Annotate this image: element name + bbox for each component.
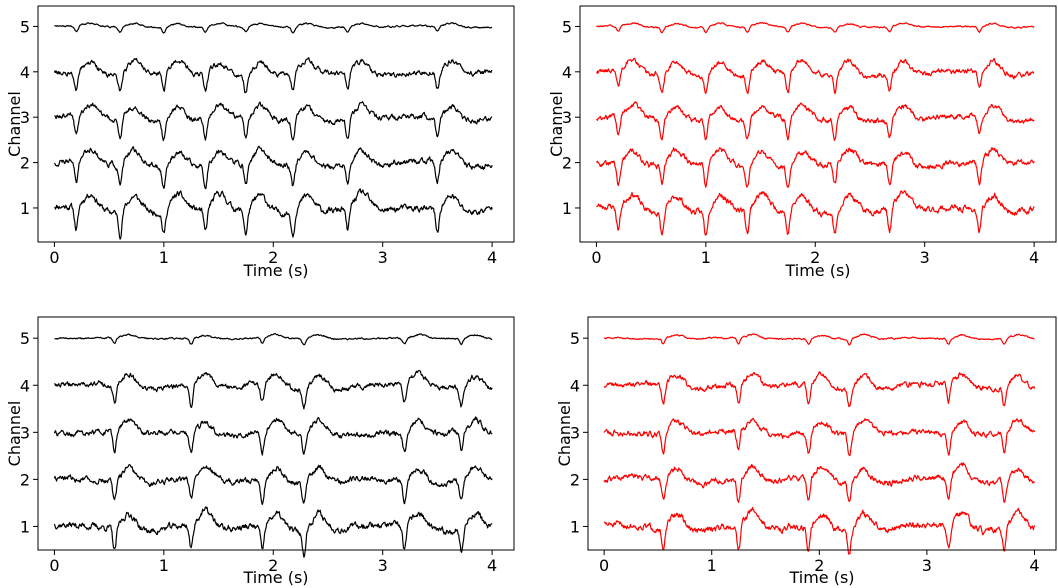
y-axis-label: Channel xyxy=(547,91,566,157)
x-tick-label: 3 xyxy=(378,248,388,267)
y-tick-label: 5 xyxy=(570,329,580,348)
y-tick-label: 4 xyxy=(562,63,572,82)
x-tick-label: 2 xyxy=(814,556,824,575)
y-tick-label: 1 xyxy=(20,199,30,218)
axes-frame xyxy=(587,316,1057,551)
x-tick-label: 0 xyxy=(49,248,59,267)
panel-bottom-right: 0 1 2 3 4 1 2 3 4 5 Time (s) Channel xyxy=(555,316,1057,587)
y-tick-label: 1 xyxy=(570,517,580,536)
y-tick-label: 5 xyxy=(20,17,30,36)
trace-channel-5 xyxy=(596,22,1035,34)
y-tick-label: 2 xyxy=(562,154,572,173)
y-tick-label: 1 xyxy=(20,517,30,536)
panel-bottom-left: 0 1 2 3 4 1 2 3 4 5 Time (s) Channel xyxy=(5,316,515,587)
trace-channel-3 xyxy=(53,416,493,456)
trace-channel-1 xyxy=(603,507,1036,555)
x-tick-label: 1 xyxy=(159,556,169,575)
y-tick-label: 4 xyxy=(570,376,580,395)
trace-channel-4 xyxy=(596,57,1035,95)
trace-channel-3 xyxy=(603,417,1036,457)
y-tick-label: 3 xyxy=(570,423,580,442)
x-tick-label: 0 xyxy=(599,556,609,575)
y-tick-label: 2 xyxy=(20,470,30,489)
x-tick-label: 4 xyxy=(487,556,497,575)
y-tick-label: 3 xyxy=(562,108,572,127)
y-tick-label: 5 xyxy=(20,329,30,348)
y-axis-label: Channel xyxy=(555,401,574,467)
y-axis-label: Channel xyxy=(5,401,24,467)
trace-channel-1 xyxy=(54,188,493,240)
trace-channel-2 xyxy=(595,147,1035,188)
y-tick-label: 4 xyxy=(20,63,30,82)
x-tick-label: 2 xyxy=(810,248,820,267)
trace-channel-4 xyxy=(53,57,493,94)
trace-channel-5 xyxy=(54,333,493,346)
x-tick-label: 2 xyxy=(268,248,278,267)
x-axis-label: Time (s) xyxy=(788,568,854,587)
trace-channel-4 xyxy=(53,369,493,410)
x-tick-label: 3 xyxy=(378,556,388,575)
y-tick-label: 2 xyxy=(20,154,30,173)
panel-top-right: 0 1 2 3 4 1 2 3 4 5 Time (s) Channel xyxy=(547,5,1057,280)
panel-top-left: 0 1 2 3 4 1 2 3 4 5 Time (s) Channel xyxy=(5,5,515,280)
trace-channel-2 xyxy=(603,462,1035,503)
x-axis-label: Time (s) xyxy=(242,568,308,587)
trace-channel-1 xyxy=(53,506,493,558)
y-tick-label: 4 xyxy=(20,376,30,395)
trace-channel-2 xyxy=(53,464,493,506)
y-axis-label: Channel xyxy=(5,91,24,157)
trace-channel-1 xyxy=(596,190,1035,236)
y-tick-label: 5 xyxy=(562,17,572,36)
trace-channel-5 xyxy=(54,22,493,34)
x-tick-label: 4 xyxy=(1029,248,1039,267)
x-tick-label: 3 xyxy=(920,248,930,267)
trace-channel-4 xyxy=(603,371,1036,408)
y-tick-label: 2 xyxy=(570,470,580,489)
y-tick-label: 3 xyxy=(20,423,30,442)
trace-channel-3 xyxy=(54,100,493,142)
axes-frame xyxy=(37,316,515,551)
x-tick-label: 1 xyxy=(707,556,717,575)
y-tick-label: 1 xyxy=(562,199,572,218)
x-tick-label: 1 xyxy=(701,248,711,267)
axes-frame xyxy=(579,5,1057,243)
x-tick-label: 2 xyxy=(268,556,278,575)
x-tick-label: 0 xyxy=(591,248,601,267)
trace-channel-2 xyxy=(53,145,493,190)
x-tick-label: 0 xyxy=(49,556,59,575)
x-tick-label: 4 xyxy=(1029,556,1039,575)
trace-channel-5 xyxy=(603,333,1035,346)
y-tick-label: 3 xyxy=(20,108,30,127)
x-tick-label: 1 xyxy=(159,248,169,267)
x-axis-label: Time (s) xyxy=(242,261,308,280)
x-tick-label: 4 xyxy=(487,248,497,267)
x-tick-label: 3 xyxy=(922,556,932,575)
axes-frame xyxy=(37,5,515,243)
trace-channel-3 xyxy=(595,101,1035,141)
x-axis-label: Time (s) xyxy=(784,261,850,280)
